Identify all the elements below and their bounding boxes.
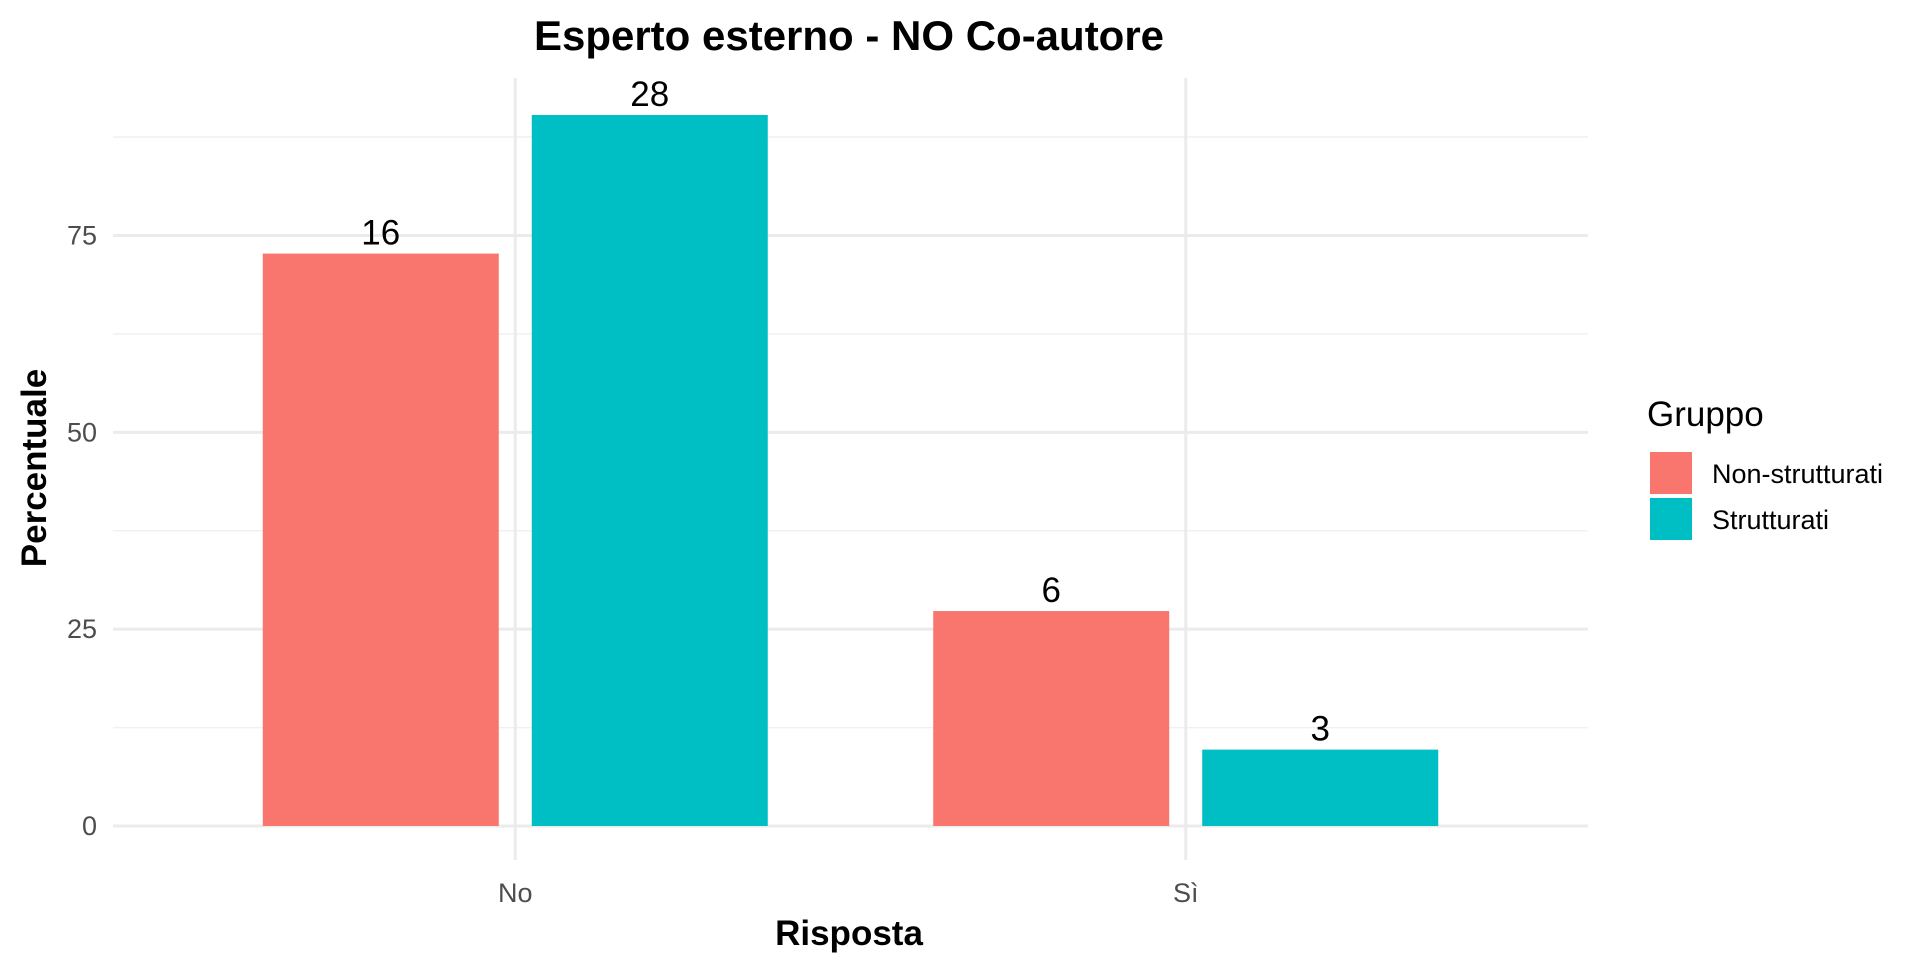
legend-label-strutturati: Strutturati — [1712, 505, 1829, 535]
data-label-non-strutturati-sì: 6 — [1041, 571, 1060, 610]
bar-non-strutturati-no — [262, 253, 499, 827]
data-label-non-strutturati-no: 16 — [361, 214, 400, 253]
bar-strutturati-sì — [1202, 749, 1439, 826]
y-tick-label: 50 — [67, 417, 97, 447]
x-axis-title: Risposta — [775, 914, 923, 953]
data-label-strutturati-sì: 3 — [1310, 710, 1329, 749]
data-label-strutturati-no: 28 — [630, 75, 669, 114]
bars — [262, 115, 1439, 827]
bar-strutturati-no — [531, 115, 768, 826]
legend-swatch-strutturati — [1650, 498, 1692, 540]
bar-non-strutturati-sì — [933, 611, 1170, 826]
legend-label-non-strutturati: Non-strutturati — [1712, 459, 1883, 489]
y-axis-title: Percentuale — [15, 369, 54, 567]
data-labels: 16 28 6 3 — [361, 75, 1330, 749]
chart-title: Esperto esterno - NO Co-autore — [534, 12, 1164, 59]
legend-title: Gruppo — [1647, 395, 1764, 434]
y-tick-label: 0 — [82, 811, 97, 841]
y-tick-label: 25 — [67, 614, 97, 644]
x-tick-label: No — [498, 878, 533, 908]
legend-swatch-non-strutturati — [1650, 452, 1692, 494]
legend: Gruppo Non-strutturati Strutturati — [1647, 395, 1883, 540]
y-tick-label: 75 — [67, 220, 97, 250]
x-tick-label: Sì — [1173, 878, 1199, 908]
x-axis-ticks: No Sì — [498, 878, 1198, 908]
y-axis-ticks: 0 25 50 75 — [67, 220, 97, 841]
